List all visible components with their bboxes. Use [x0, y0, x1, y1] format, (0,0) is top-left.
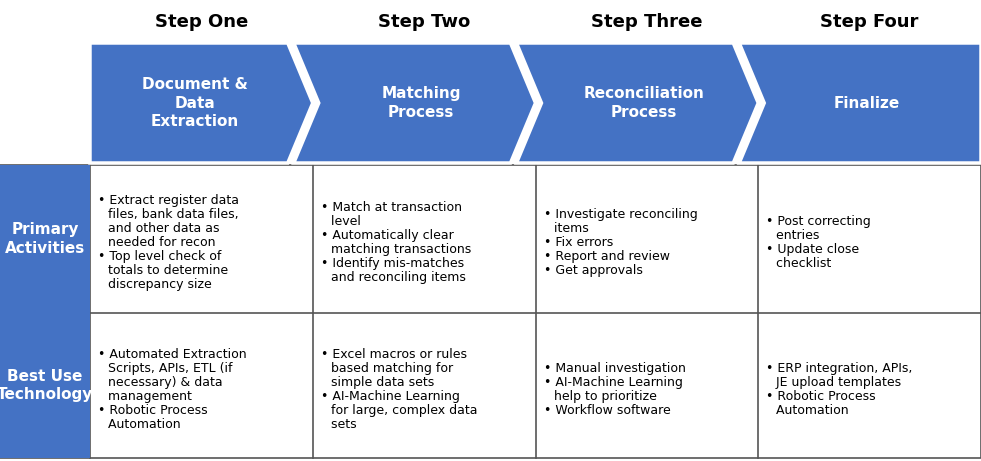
Text: based matching for: based matching for	[323, 362, 453, 375]
Text: management: management	[100, 390, 192, 403]
Polygon shape	[90, 43, 313, 163]
Text: • Top level check of: • Top level check of	[98, 250, 222, 263]
Bar	[0, 165, 90, 313]
Text: level: level	[323, 215, 361, 228]
Text: totals to determine: totals to determine	[100, 264, 229, 277]
Text: Step Two: Step Two	[378, 13, 470, 31]
Text: Best Use
Technology: Best Use Technology	[0, 369, 93, 402]
Text: Step Four: Step Four	[820, 13, 919, 31]
Polygon shape	[740, 43, 981, 163]
Text: simple data sets: simple data sets	[323, 376, 434, 389]
Text: • Robotic Process: • Robotic Process	[766, 390, 876, 403]
Text: help to prioritize: help to prioritize	[545, 390, 656, 403]
Text: • Get approvals: • Get approvals	[543, 264, 643, 277]
Text: Step One: Step One	[155, 13, 248, 31]
Text: discrepancy size: discrepancy size	[100, 278, 212, 291]
Text: • Excel macros or rules: • Excel macros or rules	[321, 348, 467, 361]
Text: Document &
Data
Extraction: Document & Data Extraction	[142, 77, 248, 129]
Bar	[0, 313, 90, 458]
Text: • ERP integration, APIs,: • ERP integration, APIs,	[766, 362, 912, 375]
Text: • Automatically clear: • Automatically clear	[321, 229, 453, 242]
Text: Step Three: Step Three	[592, 13, 702, 31]
Text: • AI-Machine Learning: • AI-Machine Learning	[321, 390, 460, 403]
Text: • Manual investigation: • Manual investigation	[543, 362, 686, 375]
Text: and reconciling items: and reconciling items	[323, 271, 466, 284]
Text: • Match at transaction: • Match at transaction	[321, 201, 462, 214]
Polygon shape	[517, 43, 758, 163]
Bar	[0, 165, 981, 458]
Text: and other data as: and other data as	[100, 222, 220, 235]
Text: Scripts, APIs, ETL (if: Scripts, APIs, ETL (if	[100, 362, 232, 375]
Text: • Automated Extraction: • Automated Extraction	[98, 348, 246, 361]
Text: needed for recon: needed for recon	[100, 236, 216, 249]
Text: • Report and review: • Report and review	[543, 250, 669, 263]
Text: Primary
Activities: Primary Activities	[5, 222, 85, 256]
Text: checklist: checklist	[768, 257, 832, 270]
Polygon shape	[293, 43, 536, 163]
Text: • Workflow software: • Workflow software	[543, 404, 670, 417]
Text: • AI-Machine Learning: • AI-Machine Learning	[543, 376, 683, 389]
Text: JE upload templates: JE upload templates	[768, 376, 902, 389]
Text: sets: sets	[323, 418, 356, 431]
Text: matching transactions: matching transactions	[323, 243, 471, 256]
Text: entries: entries	[768, 229, 819, 242]
Text: • Extract register data: • Extract register data	[98, 195, 239, 207]
Text: • Post correcting: • Post correcting	[766, 215, 871, 228]
Text: • Identify mis-matches: • Identify mis-matches	[321, 257, 464, 270]
Text: for large, complex data: for large, complex data	[323, 404, 477, 417]
Text: • Fix errors: • Fix errors	[543, 236, 613, 249]
Text: Reconciliation
Process: Reconciliation Process	[584, 86, 704, 120]
Text: Automation: Automation	[100, 418, 181, 431]
Text: • Robotic Process: • Robotic Process	[98, 404, 208, 417]
Text: Automation: Automation	[768, 404, 849, 417]
Text: • Investigate reconciling: • Investigate reconciling	[543, 208, 697, 221]
Text: necessary) & data: necessary) & data	[100, 376, 223, 389]
Text: Matching
Process: Matching Process	[382, 86, 461, 120]
Text: items: items	[545, 222, 589, 235]
Text: • Update close: • Update close	[766, 243, 859, 256]
Text: Finalize: Finalize	[834, 95, 900, 111]
Text: files, bank data files,: files, bank data files,	[100, 208, 238, 221]
